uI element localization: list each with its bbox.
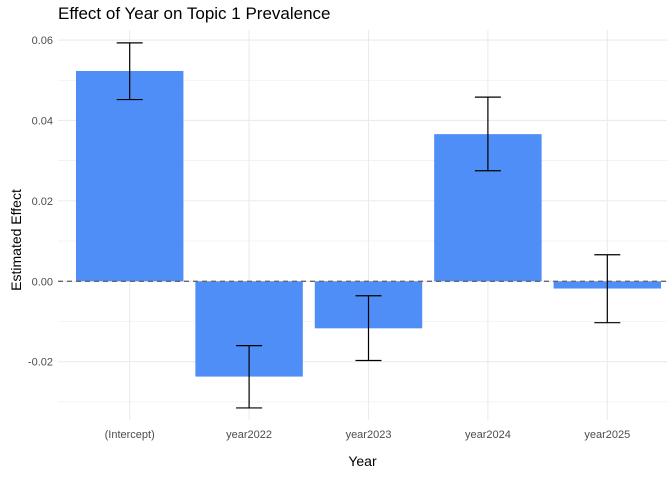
x-tick-label: year2025 — [584, 429, 630, 441]
y-tick-label: -0.02 — [28, 357, 53, 369]
y-tick-label: 0.06 — [32, 35, 53, 47]
bar-intercept — [75, 71, 184, 282]
errorbar-year2025 — [594, 254, 621, 324]
y-tick-label: 0.00 — [32, 276, 53, 288]
errorbar-year2022 — [236, 345, 263, 409]
chart-title: Effect of Year on Topic 1 Prevalence — [58, 4, 331, 23]
y-tick-label: 0.04 — [32, 115, 53, 127]
errorbar-year2023 — [355, 295, 382, 362]
y-tick-label: 0.02 — [32, 196, 53, 208]
error-bars — [116, 42, 621, 409]
x-axis-title: Year — [348, 453, 377, 469]
errorbar-intercept — [116, 42, 143, 101]
errorbar-year2024 — [474, 96, 501, 172]
tick-labels: -0.02 0.00 0.02 0.04 0.06 (Intercept) year2022… — [28, 35, 630, 441]
y-axis-title: Estimated Effect — [8, 189, 24, 291]
x-tick-label: (Intercept) — [105, 429, 155, 441]
x-tick-label: year2022 — [226, 429, 272, 441]
x-tick-label: year2024 — [465, 429, 511, 441]
x-tick-label: year2023 — [346, 429, 392, 441]
